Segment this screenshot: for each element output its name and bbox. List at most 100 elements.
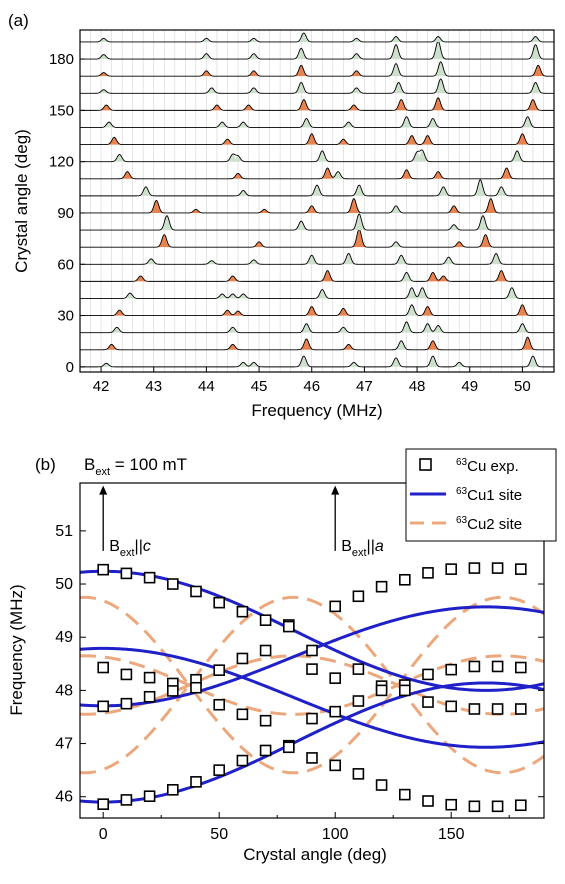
data-point <box>259 744 272 757</box>
spectrum-peak <box>497 168 517 179</box>
spectrum-trace <box>80 149 554 163</box>
spectrum-peak <box>302 255 322 265</box>
spectrum-peak <box>407 152 427 162</box>
spectrum-peak <box>507 150 527 162</box>
arrow-head <box>99 485 108 495</box>
spectrum-peak <box>117 171 137 179</box>
spectrum-peak <box>431 61 451 77</box>
spectrum-peak <box>312 150 332 162</box>
spectrum-trace <box>80 40 554 60</box>
spectrum-peak <box>94 72 114 77</box>
arrow-head <box>331 485 340 495</box>
data-point <box>445 663 458 676</box>
spectrum-peak <box>294 32 314 42</box>
spectrum-trace <box>80 32 554 43</box>
spectrum-peak <box>333 308 353 316</box>
annotation-label: Bext||a <box>341 538 384 559</box>
data-point <box>97 563 109 576</box>
data-point <box>213 664 225 676</box>
data-point <box>422 795 434 807</box>
cu2-curve <box>80 595 544 775</box>
spectrum-peak <box>386 357 406 367</box>
spectrum-peak <box>110 310 129 316</box>
panel-a-nmr-spectra: (a) 42 43 44 45 46 47 48 49 50 0306090120150180 … <box>8 11 555 420</box>
spectrum-peak <box>94 38 114 42</box>
spectrum-peak <box>428 171 448 179</box>
data-point <box>352 590 365 603</box>
spectrum-trace <box>80 321 554 334</box>
panel-a-x-axis-label: Frequency (MHz) <box>251 401 382 420</box>
data-point <box>120 567 133 580</box>
spectrum-peak <box>254 209 274 213</box>
spectrum-peak <box>473 215 493 231</box>
spectrum-peak <box>291 65 311 77</box>
x-tick-label: 42 <box>93 378 110 395</box>
spectrum-peak <box>102 344 122 350</box>
y-tick-label: 180 <box>49 51 74 68</box>
cu2-curve <box>80 654 544 716</box>
data-point <box>236 708 249 721</box>
legend-label: 63Cu2 site <box>456 515 522 533</box>
y-tick-label: 90 <box>57 205 74 222</box>
spectrum-peak <box>94 54 114 60</box>
spectrum-peak <box>104 137 124 145</box>
spectrum-peak <box>312 289 332 299</box>
spectrum-peak <box>294 99 314 111</box>
spectrum-peak <box>423 272 443 282</box>
y-tick-label: 51 <box>55 523 73 540</box>
spectrum-peak <box>397 169 417 179</box>
x-tick-label: 50 <box>514 378 531 395</box>
data-point <box>213 596 225 609</box>
spectrum-peak <box>512 323 532 333</box>
spectrum-peak <box>212 122 232 128</box>
spectrum-peak <box>196 38 216 42</box>
spectrum-peak <box>96 104 116 111</box>
spectrum-peak <box>217 310 237 316</box>
spectrum-peak <box>349 185 369 196</box>
panel-a-spectra <box>80 32 554 368</box>
spectrum-peak <box>391 255 411 265</box>
spectrum-peak <box>423 340 443 350</box>
data-point <box>120 794 133 806</box>
spectrum-peak <box>512 133 532 145</box>
spectrum-peak <box>397 116 417 128</box>
spectrum-peak <box>526 36 546 42</box>
spectrum-peak <box>244 53 264 60</box>
y-tick-label: 50 <box>55 576 73 593</box>
spectrum-peak <box>428 325 448 333</box>
cu2-curve <box>80 595 544 775</box>
spectrum-peak <box>244 259 264 265</box>
spectrum-peak <box>202 87 222 94</box>
spectrum-peak <box>402 304 422 316</box>
spectrum-peak <box>294 356 314 367</box>
panel-a-y-ticks: 0 30 60 90 120 150 180 <box>49 51 85 376</box>
cu2-curve <box>80 654 544 716</box>
spectrum-peak <box>431 78 451 94</box>
y-tick-label: 60 <box>57 256 74 273</box>
spectrum-peak <box>526 82 546 94</box>
panel-b-x-ticks: 0 50 100 150 <box>99 812 510 843</box>
spectrum-peak <box>141 258 161 265</box>
data-point <box>468 660 481 673</box>
spectrum-peak <box>233 190 253 196</box>
spectrum-peak <box>491 186 511 196</box>
spectrum-peak <box>518 337 538 350</box>
x-tick-label: 0 <box>99 826 108 843</box>
spectrum-peak <box>344 198 364 213</box>
data-point <box>143 690 156 703</box>
panel-b-annotations: Bext||c Bext||a <box>99 485 384 559</box>
data-point <box>190 585 202 598</box>
spectrum-peak <box>433 186 453 196</box>
spectrum-peak <box>296 323 316 333</box>
spectrum-peak <box>502 287 522 299</box>
spectrum-peak <box>328 171 348 179</box>
data-point <box>352 695 365 707</box>
spectrum-peak <box>107 327 127 333</box>
spectrum-peak <box>244 70 264 77</box>
panel-b-y-axis-label: Frequency (MHz) <box>7 584 26 715</box>
spectrum-peak <box>444 224 464 231</box>
panel-b-y-ticks: 46 47 48 49 50 51 <box>55 523 544 806</box>
data-point <box>97 700 109 713</box>
spectrum-trace <box>80 61 554 77</box>
